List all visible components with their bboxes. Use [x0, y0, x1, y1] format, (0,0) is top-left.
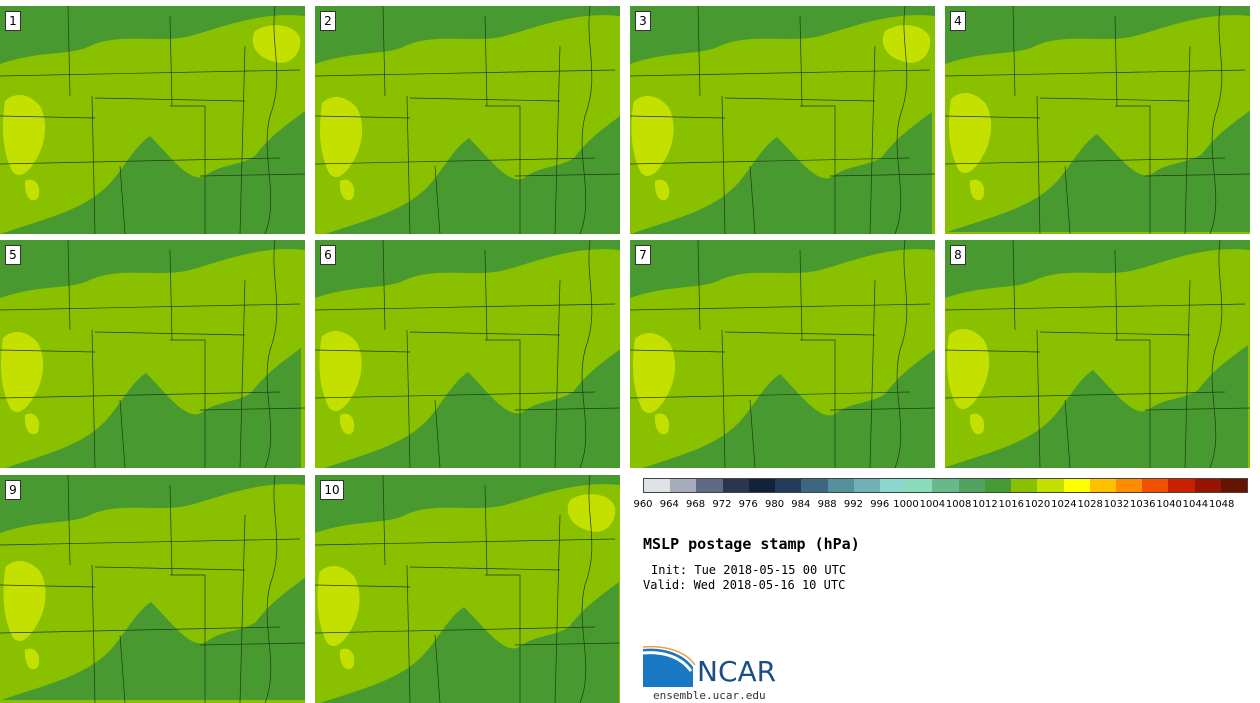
member-panel-10: 10	[315, 475, 620, 703]
colorbar-tick-label: 980	[764, 499, 785, 510]
colorbar-swatch	[1037, 479, 1064, 492]
member-label: 10	[320, 480, 344, 500]
colorbar-tick-label: 1008	[945, 499, 972, 510]
colorbar-swatch	[644, 479, 671, 492]
colorbar-swatch	[879, 479, 907, 492]
mslp-map	[0, 240, 305, 468]
colorbar-swatch	[958, 479, 985, 492]
ncar-swoosh-icon	[643, 645, 696, 687]
member-panel-3: 3	[630, 6, 935, 234]
member-panel-6: 6	[315, 240, 620, 468]
colorbar-tick-label: 968	[686, 499, 706, 510]
colorbar-tick-label: 1040	[1156, 499, 1182, 510]
colorbar-tick-label: 964	[659, 499, 679, 510]
colorbar-tick-label: 1036	[1130, 499, 1156, 510]
init-time: Init: Tue 2018-05-15 00 UTC	[651, 563, 847, 577]
colorbar-tick-label: 1020	[1024, 499, 1051, 510]
colorbar-tick-label: 984	[791, 499, 811, 510]
member-label: 5	[5, 245, 21, 265]
member-label: 6	[320, 245, 336, 265]
colorbar-tick-label: 960	[633, 499, 653, 510]
colorbar-swatch	[906, 479, 933, 492]
valid-time: Valid: Wed 2018-05-16 10 UTC	[643, 578, 846, 592]
colorbar-swatch	[748, 479, 776, 492]
colorbar-tick-label: 992	[843, 499, 863, 510]
ncar-logo-text: NCAR	[697, 655, 777, 688]
colorbar-tick-label: 1032	[1103, 499, 1130, 510]
mslp-map	[0, 475, 305, 703]
mslp-map	[315, 240, 620, 468]
colorbar-tick-label: 996	[870, 499, 890, 510]
colorbar-swatch	[984, 479, 1012, 492]
mslp-map	[630, 6, 935, 234]
member-panel-9: 9	[0, 475, 305, 703]
chart-title: MSLP postage stamp (hPa)	[643, 535, 860, 553]
colorbar-tick-label: 972	[712, 499, 732, 510]
colorbar-tick-label: 1044	[1182, 499, 1209, 510]
colorbar-swatch	[1220, 479, 1248, 492]
mslp-map	[945, 6, 1250, 234]
colorbar-tick-label: 1048	[1208, 499, 1235, 510]
colorbar-tick-label: 1028	[1077, 499, 1103, 510]
member-panel-4: 4	[945, 6, 1250, 234]
colorbar-tick-label: 976	[738, 499, 758, 510]
member-label: 9	[5, 480, 21, 500]
colorbar-swatch	[722, 479, 749, 492]
member-label: 7	[635, 245, 651, 265]
member-label: 4	[950, 11, 966, 31]
colorbar-swatch	[1142, 479, 1169, 492]
member-panel-2: 2	[315, 6, 620, 234]
member-panel-7: 7	[630, 240, 935, 468]
colorbar-swatch	[1011, 479, 1038, 492]
colorbar-tick-label: 1024	[1051, 499, 1077, 510]
colorbar-swatch	[1168, 479, 1195, 492]
colorbar	[643, 478, 1248, 493]
colorbar-swatch	[827, 479, 854, 492]
colorbar-tick-label: 1004	[919, 499, 946, 510]
member-label: 2	[320, 11, 336, 31]
mslp-map	[945, 240, 1250, 468]
mslp-map	[315, 475, 620, 703]
member-panel-8: 8	[945, 240, 1250, 468]
colorbar-swatch	[801, 479, 828, 492]
colorbar-tick-label: 988	[817, 499, 837, 510]
colorbar-swatch	[696, 479, 723, 492]
colorbar-swatch	[775, 479, 802, 492]
member-label: 8	[950, 245, 966, 265]
colorbar-ticks: 960 964 968 972 976 980 984 988 992 996 1000 1004 10…	[633, 499, 1248, 513]
website-url: ensemble.ucar.edu	[653, 689, 766, 702]
colorbar-swatch	[853, 479, 880, 492]
colorbar-tick-label: 1012	[972, 499, 998, 510]
colorbar-swatch	[1063, 479, 1090, 492]
member-label: 1	[5, 11, 21, 31]
colorbar-tick-label: 1016	[998, 499, 1024, 510]
mslp-map	[315, 6, 620, 234]
member-panel-1: 1	[0, 6, 305, 234]
mslp-map	[0, 6, 305, 234]
colorbar-swatch	[1115, 479, 1143, 492]
member-panel-5: 5	[0, 240, 305, 468]
member-label: 3	[635, 11, 651, 31]
colorbar-swatch	[670, 479, 697, 492]
colorbar-swatch	[1194, 479, 1221, 492]
mslp-map	[630, 240, 935, 468]
colorbar-swatch	[1089, 479, 1116, 492]
colorbar-tick-label: 1000	[893, 499, 919, 510]
colorbar-swatch	[932, 479, 959, 492]
